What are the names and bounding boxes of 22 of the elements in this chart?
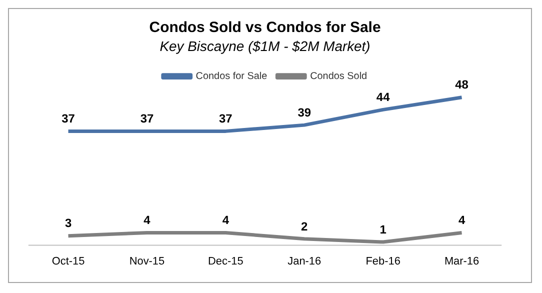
x-tick-label: Feb-16	[366, 256, 400, 268]
data-label: 39	[298, 105, 312, 120]
x-tick-label: Dec-15	[208, 256, 244, 268]
data-label: 4	[144, 213, 151, 228]
x-tick-label: Nov-15	[129, 256, 165, 268]
x-tick-label: Jan-16	[288, 256, 322, 268]
legend-label: Condos Sold	[310, 71, 368, 82]
data-label: 4	[222, 213, 230, 228]
data-label: 4	[458, 213, 466, 228]
chart-subtitle: Key Biscayne ($1M - $2M Market)	[160, 38, 370, 54]
chart-title: Condos Sold vs Condos for Sale	[149, 20, 381, 36]
data-label: 37	[219, 112, 233, 126]
data-label: 44	[376, 90, 390, 104]
x-tick-label: Oct-15	[52, 256, 85, 268]
legend-label: Condos for Sale	[196, 71, 268, 82]
x-tick-label: Mar-16	[444, 256, 480, 268]
data-label: 37	[62, 112, 76, 126]
data-label: 48	[455, 78, 469, 92]
data-label: 3	[64, 216, 72, 230]
data-label: 37	[140, 112, 154, 126]
data-label: 1	[380, 222, 387, 236]
data-label: 2	[301, 219, 308, 234]
